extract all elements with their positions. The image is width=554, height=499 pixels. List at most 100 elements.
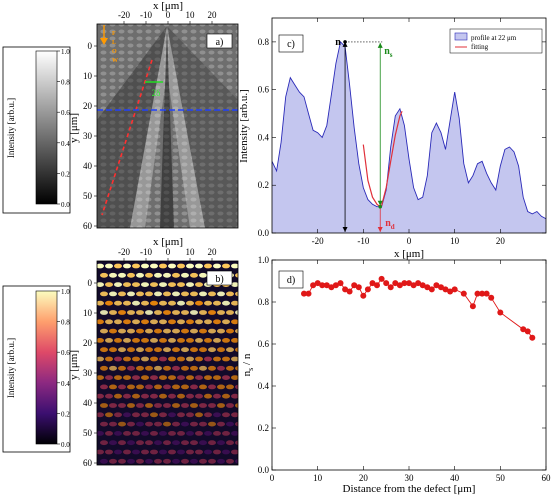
intensity-blob [181, 403, 189, 408]
intensity-blob [150, 300, 158, 306]
nd-annotation: nd [385, 218, 395, 231]
profile-area [272, 41, 546, 233]
y-tick-label: 60 [83, 458, 93, 468]
y-tick-label: 0.8 [258, 297, 270, 307]
flow-label-o: O [112, 49, 117, 55]
intensity-blob [217, 365, 225, 371]
intensity-blob [217, 421, 225, 427]
intensity-blob [150, 282, 158, 287]
intensity-blob [190, 291, 198, 297]
data-point [337, 280, 344, 287]
intensity-blob [132, 412, 140, 418]
intensity-blob [199, 310, 207, 315]
intensity-blob [163, 272, 171, 278]
y-tick-label: 20 [83, 101, 93, 111]
intensity-blob [154, 403, 162, 408]
panel-c-ylabel: Intensity [arb.u.] [238, 89, 250, 163]
intensity-blob [181, 458, 189, 464]
intensity-blob [213, 319, 221, 325]
y-tick-label: 0.2 [258, 423, 269, 433]
y-tick-label: 0.4 [258, 132, 270, 142]
intensity-blob [114, 338, 122, 343]
intensity-blob [141, 356, 149, 362]
intensity-blob [168, 263, 176, 269]
intensity-blob [159, 282, 167, 287]
panel-a-xlabel: x [μm] [153, 0, 183, 12]
intensity-blob [217, 347, 225, 353]
intensity-blob [109, 458, 117, 464]
intensity-blob [168, 449, 176, 455]
panel-a: 2δ F L O W a) x [μm] y [μm] -20 -10 0 10 20 … [68, 0, 239, 231]
intensity-blob [186, 356, 194, 362]
intensity-blob [186, 319, 194, 325]
data-point [378, 275, 385, 282]
intensity-blob [208, 291, 216, 297]
data-point [469, 303, 476, 310]
intensity-blob [213, 412, 221, 418]
intensity-blob [208, 310, 216, 315]
intensity-blob [136, 458, 144, 464]
data-point [387, 284, 394, 291]
intensity-blob [145, 291, 153, 297]
intensity-blob [141, 393, 149, 399]
intensity-blob [159, 431, 167, 436]
data-point [488, 294, 495, 301]
intensity-blob [168, 431, 176, 436]
intensity-blob [145, 347, 153, 353]
intensity-blob [235, 403, 238, 408]
x-tick-label: 20 [208, 247, 218, 257]
intensity-blob [199, 328, 207, 334]
intensity-blob [132, 449, 140, 455]
intensity-blob [204, 319, 212, 325]
data-point [451, 286, 458, 293]
x-tick-label: 0 [270, 473, 275, 483]
data-point [497, 309, 504, 316]
intensity-blob [136, 421, 144, 427]
intensity-blob [195, 449, 203, 455]
colorbar-tick-label: 1.0 [61, 288, 70, 296]
y-tick-label: 0.4 [258, 381, 270, 391]
intensity-blob [97, 338, 104, 343]
intensity-blob [177, 356, 185, 362]
y-tick-label: 0.2 [258, 180, 269, 190]
intensity-blob [136, 328, 144, 334]
intensity-blob [235, 365, 238, 371]
intensity-blob [109, 440, 117, 446]
x-tick-label: -20 [118, 247, 130, 257]
x-tick-label: 10 [186, 247, 196, 257]
intensity-blob [163, 328, 171, 334]
intensity-blob [97, 375, 104, 380]
intensity-blob [213, 449, 221, 455]
data-point [369, 280, 376, 287]
intensity-blob [186, 282, 194, 287]
y-tick-label: 1.0 [258, 255, 270, 265]
y-tick-label: 40 [83, 398, 93, 408]
panel-a-ylabel: y [μm] [68, 113, 80, 143]
intensity-blob [208, 458, 216, 464]
intensity-blob [114, 319, 122, 325]
intensity-blob [141, 319, 149, 325]
intensity-blob [100, 421, 108, 427]
intensity-blob [204, 412, 212, 418]
intensity-blob [118, 403, 126, 408]
data-point [447, 288, 454, 295]
x-tick-label: 0 [166, 10, 171, 20]
intensity-blob [150, 449, 158, 455]
intensity-blob [204, 449, 212, 455]
intensity-blob [150, 375, 158, 380]
data-point [364, 286, 371, 293]
x-tick-label: 20 [208, 10, 218, 20]
intensity-blob [127, 403, 135, 408]
intensity-blob [105, 300, 113, 306]
intensity-blob [136, 310, 144, 315]
intensity-blob [105, 338, 113, 343]
legend-label-fitting: fitting [471, 43, 489, 51]
intensity-blob [132, 300, 140, 306]
y-tick-label: 10 [83, 308, 93, 318]
intensity-blob [181, 365, 189, 371]
intensity-blob [159, 300, 167, 306]
y-tick-label: 0 [88, 41, 93, 51]
intensity-blob [118, 347, 126, 353]
intensity-blob [231, 449, 238, 455]
